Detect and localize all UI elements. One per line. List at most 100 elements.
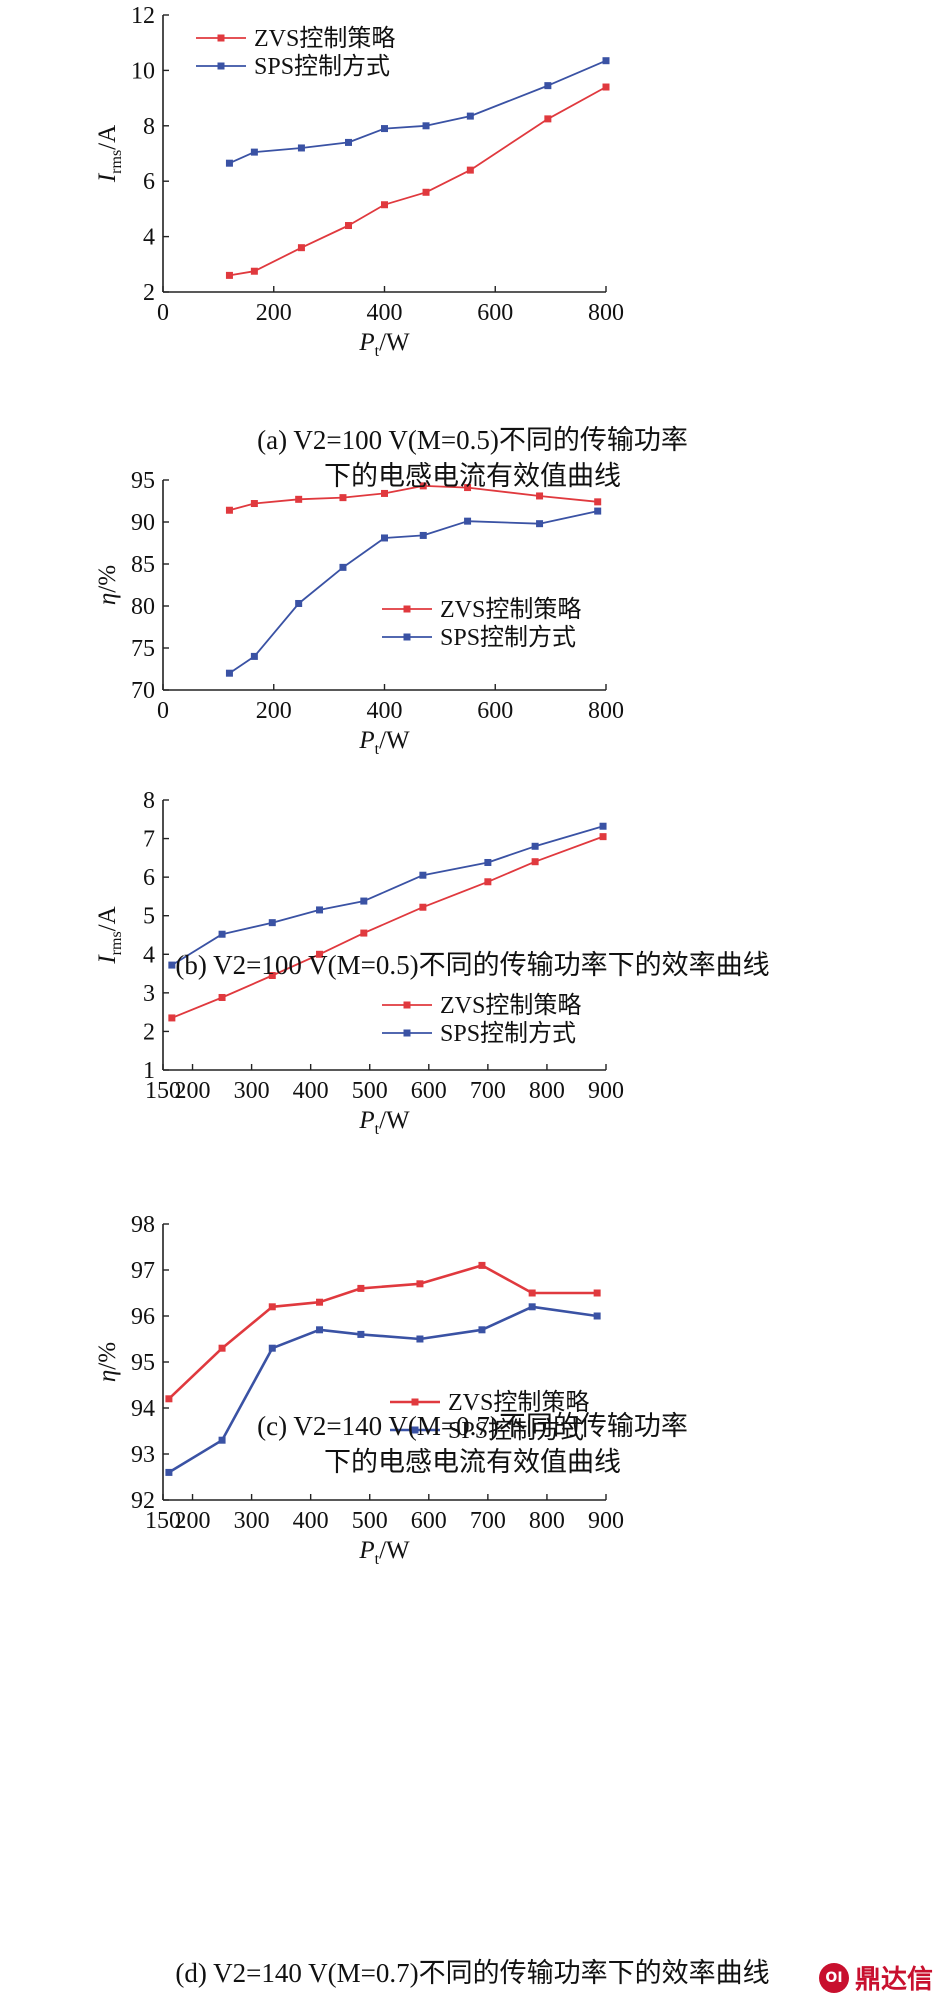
y-tick-label: 97 [131,1258,155,1284]
data-point [381,201,388,209]
y-tick-label: 94 [131,1396,155,1422]
data-point [536,520,544,528]
data-point [250,500,258,508]
legend-marker [217,62,225,70]
data-point [268,1344,276,1352]
y-tick-label: 98 [131,1212,155,1238]
data-point [478,1261,486,1269]
x-axis-label: Pt/W [358,1537,410,1568]
data-point [599,822,607,830]
data-point [218,1436,226,1444]
legend-marker [403,1001,411,1009]
data-point [381,489,388,497]
y-tick-label: 8 [143,788,155,814]
y-tick-label: 1 [143,1058,155,1084]
data-point [464,517,472,525]
series-sps [225,57,610,167]
x-tick-label: 300 [234,1508,270,1534]
data-point [316,950,324,958]
data-point [339,494,347,502]
data-point [268,972,276,979]
data-point [484,878,492,886]
data-point [218,993,226,1001]
data-point [316,906,324,914]
x-tick-label: 400 [293,1508,329,1534]
data-point [316,1326,324,1334]
y-tick-label: 6 [143,865,155,891]
y-tick-label: 80 [131,594,155,620]
data-point [602,83,610,91]
x-tick-label: 200 [175,1508,211,1534]
data-point [250,267,258,275]
data-point [339,563,347,571]
data-point [602,57,610,65]
data-point [594,507,602,515]
legend-marker [411,1426,419,1434]
data-point [466,166,474,174]
legend-label: SPS控制方式 [440,624,576,651]
data-point [250,652,258,660]
caption-c-line-2: 下的电感电流有效值曲线 [324,1447,621,1477]
caption-a-line-2: 下的电感电流有效值曲线 [324,461,621,491]
data-point [218,1344,226,1352]
data-point [225,271,233,279]
data-point [357,1284,365,1292]
legend-label: ZVS控制策略 [440,596,581,623]
data-point [165,1395,173,1403]
x-tick-label: 200 [256,698,292,724]
y-tick-label: 96 [131,1304,155,1330]
data-point [594,498,602,506]
data-point [419,903,427,911]
x-tick-label: 600 [411,1078,447,1104]
y-tick-label: 92 [131,1488,155,1514]
data-point [422,188,430,196]
data-point [416,1335,424,1343]
y-tick-label: 3 [143,981,155,1007]
y-axis-label: η/% [94,565,121,605]
data-point [544,82,552,90]
watermark: OI 鼎达信 [818,1959,933,1996]
y-axis-label: Irms/A [94,906,125,964]
legend-label: ZVS控制策略 [254,25,395,52]
caption-a: (a) V2=100 V(M=0.5)不同的传输功率 下的电感电流有效值曲线 [0,422,945,494]
caption-b-line-1: (b) V2=100 V(M=0.5)不同的传输功率下的效率曲线 [175,950,770,980]
data-point [593,1289,601,1297]
legend-marker [411,1398,419,1406]
data-point [225,669,233,677]
data-point [168,961,176,969]
data-point [316,1298,324,1306]
data-point [297,144,305,152]
data-point [225,506,233,514]
data-point [528,1303,536,1311]
caption-b: (b) V2=100 V(M=0.5)不同的传输功率下的效率曲线 [0,947,945,983]
data-point [345,222,353,230]
y-tick-label: 4 [143,942,155,968]
data-point [484,858,492,866]
x-axis-label: Pt/W [358,1107,410,1138]
caption-c-line-1: (c) V2=140 V(M=0.7)不同的传输功率 [257,1411,688,1441]
x-tick-label: 150 [145,1078,181,1104]
data-point [419,871,427,879]
x-tick-label: 500 [352,1508,388,1534]
y-tick-label: 95 [131,468,155,494]
series-zvs [168,833,607,1022]
data-point [531,842,539,850]
x-tick-label: 200 [256,300,292,326]
x-tick-label: 600 [477,300,513,326]
data-point [422,122,430,130]
chart-1: 2 4 6 8 10 12 0 200 400 600 800 Pt/W Irms/A ZVS控制策略SP… [94,3,624,360]
y-tick-label: 6 [143,169,155,195]
data-point [531,858,539,866]
y-axis-label: Irms/A [94,125,125,183]
series-line [229,86,607,277]
y-tick-label: 4 [143,225,155,251]
data-point [268,919,276,927]
x-tick-label: 700 [470,1508,506,1534]
data-point [466,112,474,120]
x-tick-label: 800 [529,1508,565,1534]
